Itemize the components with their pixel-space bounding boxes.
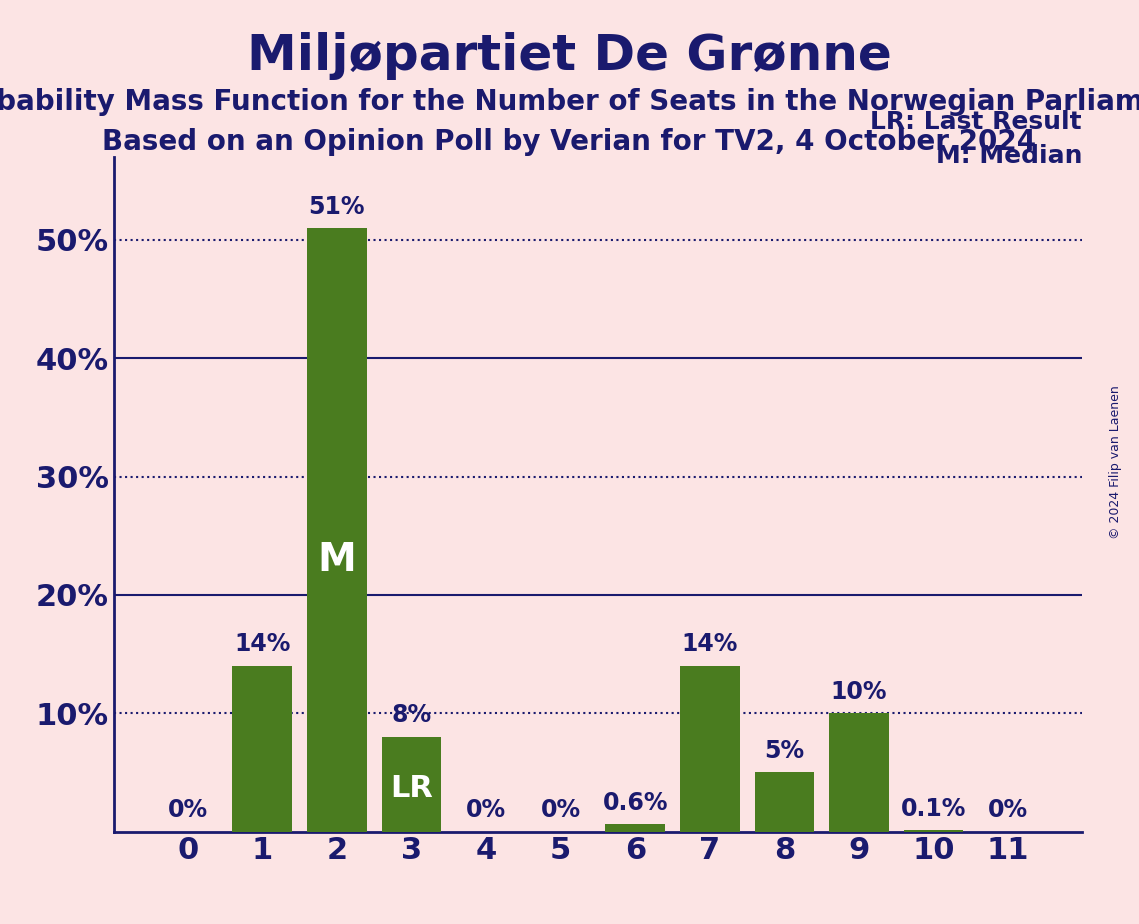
- Text: M: Median: M: Median: [935, 143, 1082, 167]
- Text: 0%: 0%: [989, 798, 1029, 822]
- Text: LR: Last Result: LR: Last Result: [870, 110, 1082, 134]
- Text: 0%: 0%: [167, 798, 207, 822]
- Text: 5%: 5%: [764, 739, 804, 763]
- Text: 0%: 0%: [541, 798, 581, 822]
- Bar: [680, 666, 739, 832]
- Text: Probability Mass Function for the Number of Seats in the Norwegian Parliament: Probability Mass Function for the Number…: [0, 88, 1139, 116]
- Bar: [232, 666, 293, 832]
- Text: LR: LR: [390, 774, 433, 804]
- Text: 14%: 14%: [235, 632, 290, 656]
- Bar: [755, 772, 814, 832]
- Text: 0%: 0%: [466, 798, 506, 822]
- Text: 0.6%: 0.6%: [603, 791, 667, 815]
- Text: 0.1%: 0.1%: [901, 796, 966, 821]
- Text: Miljøpartiet De Grønne: Miljøpartiet De Grønne: [247, 32, 892, 80]
- Bar: [308, 228, 367, 832]
- Text: 8%: 8%: [392, 703, 432, 727]
- Bar: [903, 831, 964, 832]
- Text: 10%: 10%: [830, 680, 887, 704]
- Text: Based on an Opinion Poll by Verian for TV2, 4 October 2024: Based on an Opinion Poll by Verian for T…: [103, 128, 1036, 155]
- Bar: [606, 824, 665, 832]
- Text: 14%: 14%: [681, 632, 738, 656]
- Text: M: M: [318, 541, 357, 579]
- Text: © 2024 Filip van Laenen: © 2024 Filip van Laenen: [1109, 385, 1122, 539]
- Text: 51%: 51%: [309, 195, 366, 219]
- Bar: [382, 737, 441, 832]
- Bar: [829, 713, 888, 832]
